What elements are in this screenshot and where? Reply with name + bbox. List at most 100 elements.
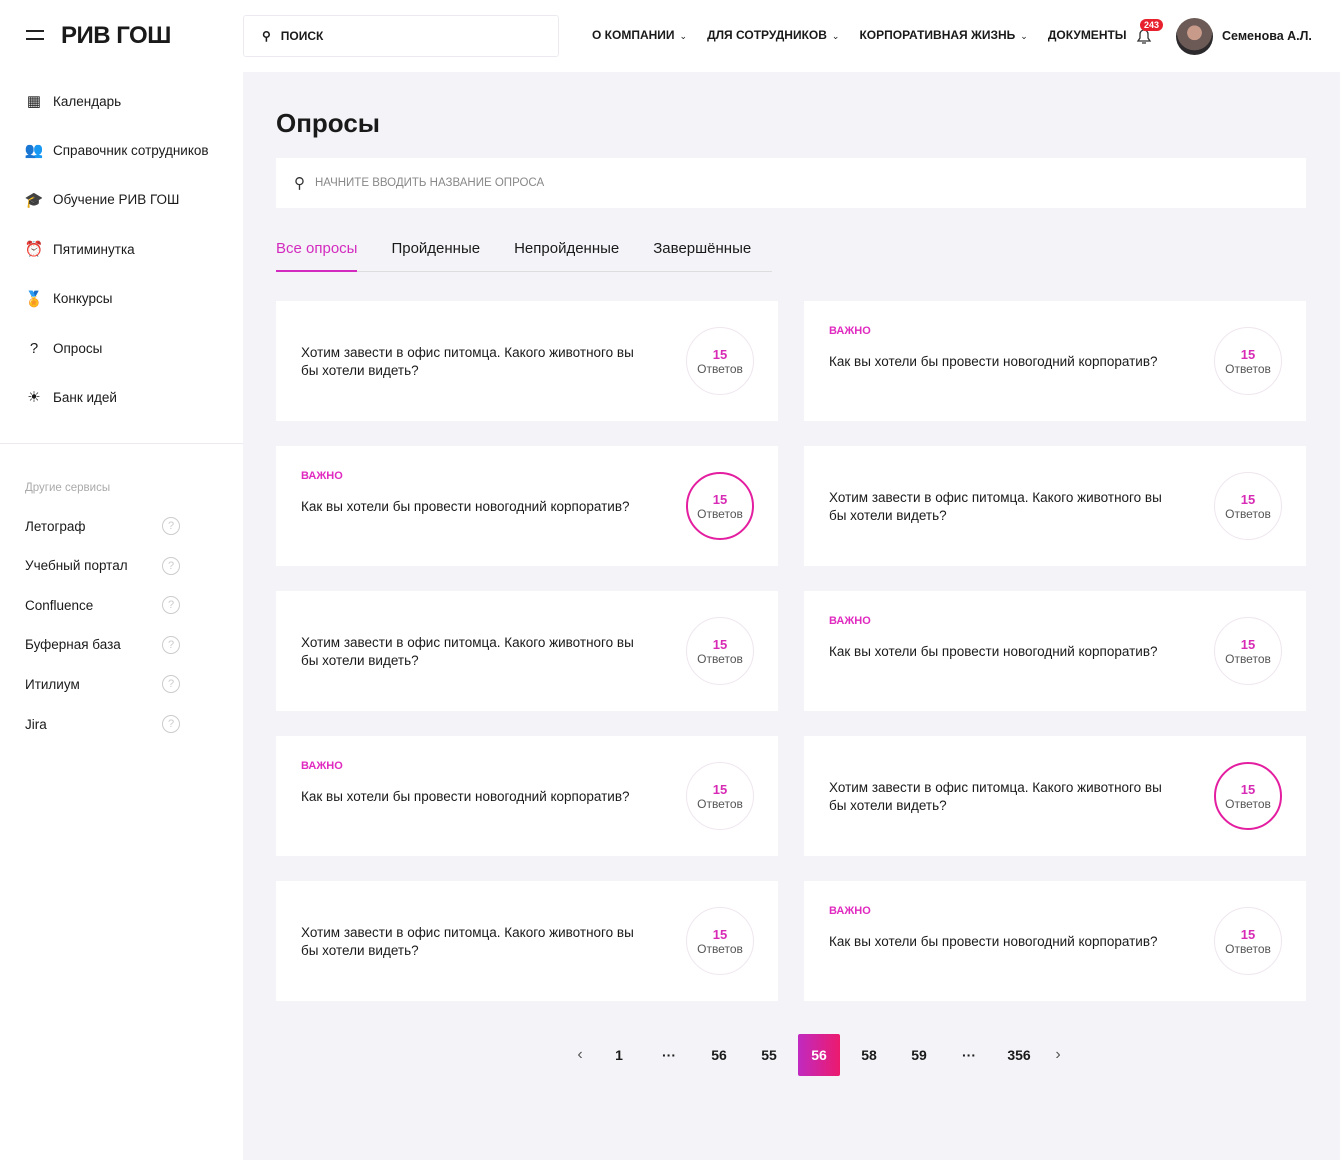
important-label: ВАЖНО bbox=[301, 760, 343, 772]
search-icon: ⚲ bbox=[294, 175, 305, 192]
survey-card[interactable]: ВАЖНО Как вы хотели бы провести новогодни… bbox=[276, 736, 778, 856]
search-icon: ⚲ bbox=[262, 29, 271, 43]
answers-label: Ответов bbox=[1225, 506, 1271, 521]
pagination: ‹ 1 ··· 56 55 56 58 59 ··· 356 › bbox=[566, 1034, 1072, 1076]
help-icon[interactable]: ? bbox=[162, 715, 180, 733]
nav-label: ДОКУМЕНТЫ bbox=[1047, 28, 1127, 42]
menu-icon[interactable] bbox=[26, 30, 44, 40]
survey-card[interactable]: Хотим завести в офис питомца. Какого жив… bbox=[804, 736, 1306, 856]
answers-number: 15 bbox=[1240, 926, 1256, 942]
lightbulb-icon: ☀ bbox=[27, 389, 41, 407]
important-label: ВАЖНО bbox=[829, 615, 871, 627]
sidebar-item[interactable]: 🏅 Конкурсы bbox=[25, 290, 113, 308]
answers-count: 15 Ответов bbox=[1214, 617, 1282, 685]
tab[interactable]: Завершённые bbox=[653, 240, 752, 257]
service-link[interactable]: Учебный портал? bbox=[25, 556, 180, 575]
answers-count: 15 Ответов bbox=[1214, 762, 1282, 830]
survey-question: Как вы хотели бы провести новогодний кор… bbox=[829, 354, 1158, 369]
answers-label: Ответов bbox=[697, 506, 743, 521]
service-link[interactable]: Confluence? bbox=[25, 596, 180, 615]
chevron-down-icon: ⌄ bbox=[1020, 31, 1028, 41]
help-icon[interactable]: ? bbox=[162, 556, 180, 575]
tab[interactable]: Все опросы bbox=[276, 240, 358, 272]
survey-card[interactable]: Хотим завести в офис питомца. Какого жив… bbox=[276, 591, 778, 711]
top-header: РИВ ГОШ ⚲ ПОИСК О КОМПАНИИ ⌄ ДЛЯ СОТРУДНИК… bbox=[0, 0, 1340, 72]
chevron-down-icon: ⌄ bbox=[831, 31, 840, 41]
sidebar-item-label: Календарь bbox=[53, 93, 122, 109]
answers-number: 15 bbox=[712, 491, 728, 507]
answers-label: Ответов bbox=[697, 796, 743, 811]
main-nav: О КОМПАНИИ ⌄ ДЛЯ СОТРУДНИКОВ ⌄ КОРПОРАТИВНАЯ… bbox=[592, 28, 1127, 42]
nav-item[interactable]: ДОКУМЕНТЫ bbox=[1048, 28, 1127, 42]
sidebar-item[interactable]: ⏰ Пятиминутка bbox=[25, 240, 135, 258]
answers-count: 15 Ответов bbox=[1214, 472, 1282, 540]
important-label: ВАЖНО bbox=[829, 905, 871, 917]
sidebar-item-label: Справочник сотрудников bbox=[53, 142, 209, 158]
page-button[interactable]: 356 bbox=[1007, 1047, 1031, 1063]
help-icon[interactable]: ? bbox=[162, 596, 180, 615]
sidebar-item-label: Опросы bbox=[53, 340, 103, 356]
nav-label: КОРПОРАТИВНАЯ ЖИЗНЬ bbox=[859, 28, 1016, 42]
answers-number: 15 bbox=[712, 346, 728, 362]
survey-card[interactable]: ВАЖНО Как вы хотели бы провести новогодни… bbox=[804, 591, 1306, 711]
sidebar-item-label: Обучение РИВ ГОШ bbox=[53, 192, 180, 208]
service-link[interactable]: Летограф? bbox=[25, 517, 180, 535]
survey-card[interactable]: ВАЖНО Как вы хотели бы провести новогодни… bbox=[276, 446, 778, 566]
answers-count: 15 Ответов bbox=[686, 907, 754, 975]
page-button[interactable]: 55 bbox=[761, 1047, 777, 1063]
survey-search-input[interactable]: ⚲ НАЧНИТЕ ВВОДИТЬ НАЗВАНИЕ ОПРОСА bbox=[276, 158, 1306, 208]
page-button[interactable]: 58 bbox=[861, 1047, 877, 1063]
search-placeholder: ПОИСК bbox=[280, 29, 324, 43]
survey-question: Как вы хотели бы провести новогодний кор… bbox=[829, 934, 1158, 949]
important-label: ВАЖНО bbox=[829, 325, 871, 337]
logo[interactable]: РИВ ГОШ bbox=[61, 22, 171, 49]
pagination-ellipsis: ··· bbox=[962, 1047, 976, 1063]
help-icon[interactable]: ? bbox=[162, 675, 180, 694]
survey-card[interactable]: ВАЖНО Как вы хотели бы провести новогодни… bbox=[804, 301, 1306, 421]
survey-card[interactable]: Хотим завести в офис питомца. Какого жив… bbox=[276, 881, 778, 1001]
answers-number: 15 bbox=[1240, 346, 1256, 362]
sidebar: Другие сервисы ▦ Календарь 👥 Справочник сот… bbox=[0, 72, 243, 1160]
nav-label: ДЛЯ СОТРУДНИКОВ bbox=[707, 28, 827, 42]
survey-card[interactable]: ВАЖНО Как вы хотели бы провести новогодни… bbox=[804, 881, 1306, 1001]
sidebar-item[interactable]: ▦ Календарь bbox=[25, 92, 121, 110]
survey-card[interactable]: Хотим завести в офис питомца. Какого жив… bbox=[276, 301, 778, 421]
survey-card[interactable]: Хотим завести в офис питомца. Какого жив… bbox=[804, 446, 1306, 566]
prev-page-icon[interactable]: ‹ bbox=[577, 1046, 583, 1063]
answers-label: Ответов bbox=[1225, 796, 1271, 811]
answers-count: 15 Ответов bbox=[686, 472, 754, 540]
next-page-icon[interactable]: › bbox=[1055, 1046, 1061, 1063]
survey-question: Хотим завести в офис питомца. Какого жив… bbox=[301, 635, 634, 668]
answers-label: Ответов bbox=[1225, 941, 1271, 956]
avatar[interactable] bbox=[1176, 18, 1213, 55]
answers-count: 15 Ответов bbox=[686, 762, 754, 830]
divider bbox=[0, 443, 243, 444]
people-icon: 👥 bbox=[24, 142, 44, 160]
service-link[interactable]: Jira? bbox=[25, 715, 180, 733]
user-name[interactable]: Семенова А.Л. bbox=[1222, 29, 1312, 43]
page-button[interactable]: 56 bbox=[711, 1047, 727, 1063]
tab[interactable]: Непройденные bbox=[514, 240, 620, 257]
help-icon[interactable]: ? bbox=[162, 517, 180, 535]
service-link[interactable]: Буферная база? bbox=[25, 635, 180, 654]
sidebar-item[interactable]: ☀ Банк идей bbox=[25, 388, 117, 406]
page-button[interactable]: 1 bbox=[615, 1047, 623, 1063]
service-link[interactable]: Итилиум? bbox=[25, 675, 180, 694]
page-button[interactable]: 59 bbox=[911, 1047, 927, 1063]
important-label: ВАЖНО bbox=[301, 470, 343, 482]
nav-item[interactable]: КОРПОРАТИВНАЯ ЖИЗНЬ ⌄ bbox=[859, 28, 1027, 42]
nav-item[interactable]: ДЛЯ СОТРУДНИКОВ ⌄ bbox=[707, 28, 839, 42]
nav-item[interactable]: О КОМПАНИИ ⌄ bbox=[592, 28, 687, 42]
tabs: Все опросы Пройденные Непройденные Завершён… bbox=[276, 240, 772, 272]
survey-question: Как вы хотели бы провести новогодний кор… bbox=[301, 499, 630, 514]
sidebar-item[interactable]: ? Опросы bbox=[25, 339, 102, 357]
help-icon[interactable]: ? bbox=[162, 635, 180, 654]
answers-number: 15 bbox=[712, 636, 728, 652]
header-search-input[interactable]: ⚲ ПОИСК bbox=[243, 15, 559, 57]
tab[interactable]: Пройденные bbox=[391, 240, 481, 257]
sidebar-item[interactable]: 🎓 Обучение РИВ ГОШ bbox=[25, 191, 180, 209]
sidebar-item[interactable]: 👥 Справочник сотрудников bbox=[25, 141, 209, 159]
answers-number: 15 bbox=[1240, 781, 1256, 797]
page-button[interactable]: 56 bbox=[798, 1034, 840, 1076]
answers-label: Ответов bbox=[697, 651, 743, 666]
